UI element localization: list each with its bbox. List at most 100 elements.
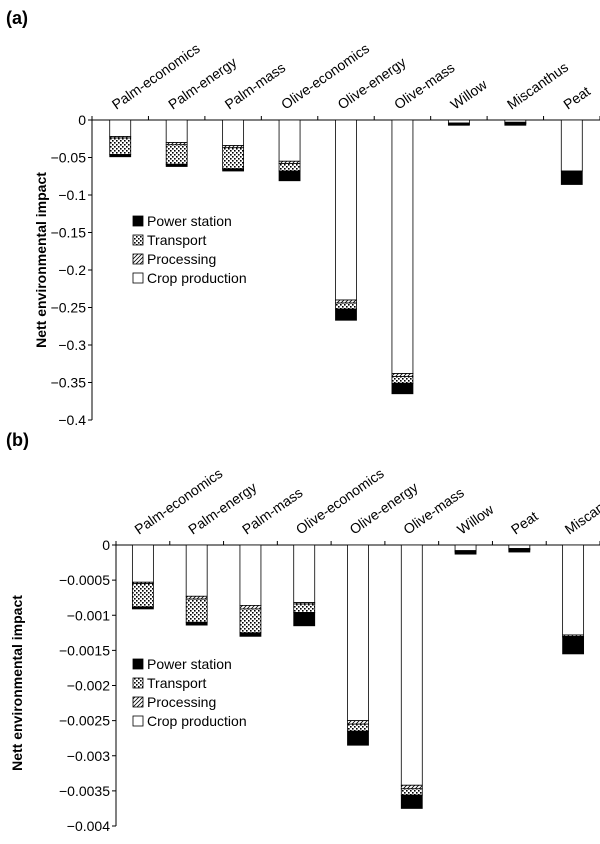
bar-segment <box>347 720 369 725</box>
legend-label: Processing <box>147 251 216 267</box>
bar-segment <box>447 124 470 126</box>
bar-segment <box>293 603 316 613</box>
bar-segment <box>165 163 188 167</box>
bar-segment <box>293 544 316 604</box>
bar-segment <box>131 583 154 608</box>
y-tick-label: −0.004 <box>67 818 110 834</box>
legend-label: Power station <box>147 213 232 229</box>
y-tick-label: −0.05 <box>51 150 87 166</box>
bar-segment <box>447 119 470 124</box>
bar-segment <box>504 123 527 126</box>
y-tick-label: −0.2 <box>58 262 86 278</box>
legend-a: Power station Transport Processing Crop pro… <box>132 213 247 286</box>
panel-label-a: (a) <box>6 8 28 28</box>
y-tick-label: 0 <box>78 112 86 128</box>
y-tick-label: −0.25 <box>51 300 87 316</box>
bar-segment <box>562 544 585 636</box>
bar-segment <box>222 147 245 170</box>
legend-swatch <box>132 658 144 670</box>
axes-a: 0−0.05−0.1−0.15−0.2−0.25−0.3−0.35−0.4Pal… <box>51 40 600 428</box>
bar-segment <box>278 163 301 172</box>
x-tick-label: Palm-economics <box>131 465 225 537</box>
bar-segment <box>131 544 154 583</box>
bar-segment <box>391 119 414 374</box>
x-tick-label: Olive-economics <box>293 465 387 537</box>
bar-segment <box>109 119 132 137</box>
y-tick-label: −0.0015 <box>59 642 110 658</box>
bar-segment <box>293 612 316 627</box>
bar-segment <box>508 549 531 553</box>
bar-segment <box>560 119 583 172</box>
y-tick-label: −0.0025 <box>59 713 110 729</box>
y-tick-label: −0.15 <box>51 225 87 241</box>
bar-segment <box>185 621 208 626</box>
y-tick-label: −0.0035 <box>59 783 110 799</box>
legend-swatch <box>132 715 144 727</box>
bar-segment <box>347 723 369 732</box>
bar-segment <box>222 119 245 146</box>
x-tick-label: Peat <box>508 508 541 538</box>
bar-segment <box>131 606 154 610</box>
legend-swatch <box>132 215 144 227</box>
bar-segment <box>109 137 132 155</box>
bar-segment <box>335 299 357 304</box>
bar-segment <box>400 794 423 809</box>
bar-segment <box>391 382 414 395</box>
legend-label: Crop production <box>147 270 247 286</box>
legend-swatch <box>132 272 144 284</box>
bar-segment <box>335 308 357 321</box>
bar-segment <box>278 170 301 182</box>
bar-segment <box>239 608 262 634</box>
bar-segment <box>165 144 188 165</box>
legend-label: Crop production <box>147 713 247 729</box>
legend-label: Transport <box>147 675 207 691</box>
legend-label: Transport <box>147 232 207 248</box>
legend-b: Power station Transport Processing Crop pro… <box>132 656 247 729</box>
bar-segment <box>165 119 188 143</box>
bar-segment <box>347 730 369 746</box>
bar-segment <box>347 544 369 722</box>
y-tick-label: −0.0005 <box>59 572 110 588</box>
bar-segment <box>400 544 423 786</box>
bars-b <box>131 544 585 809</box>
legend-swatch <box>132 696 144 708</box>
bar-segment <box>335 302 357 310</box>
y-axis-label-b: Nett environmental impact <box>9 595 25 771</box>
y-tick-label: −0.4 <box>58 412 86 428</box>
bar-segment <box>185 544 208 597</box>
bar-segment <box>109 154 132 158</box>
y-tick-label: −0.003 <box>67 748 110 764</box>
y-tick-label: −0.3 <box>58 337 86 353</box>
x-tick-label: Peat <box>560 83 593 113</box>
bar-segment <box>278 119 301 162</box>
bar-segment <box>239 605 262 610</box>
y-tick-label: −0.1 <box>58 187 86 203</box>
bar-segment <box>560 170 583 185</box>
bar-segment <box>400 784 423 790</box>
bar-segment <box>391 373 414 377</box>
y-tick-label: −0.001 <box>67 607 110 623</box>
legend-label: Power station <box>147 656 232 672</box>
legend-swatch <box>132 677 144 689</box>
bars-a <box>109 119 583 395</box>
legend-label: Processing <box>147 694 216 710</box>
y-tick-label: −0.35 <box>51 375 87 391</box>
bar-segment <box>454 544 477 552</box>
panel-a: (a) Nett environmental impact 0 −0.05 −0.1… <box>6 8 600 428</box>
y-tick-label: −0.002 <box>67 678 110 694</box>
bar-segment <box>222 168 245 172</box>
bar-segment <box>185 595 208 600</box>
legend-swatch <box>132 253 144 265</box>
x-tick-label: Miscanthus <box>504 59 571 113</box>
bar-segment <box>239 632 262 637</box>
bar-segment <box>562 636 585 655</box>
legend-swatch <box>132 234 144 246</box>
x-tick-label: Willow <box>447 76 490 113</box>
y-tick-label: 0 <box>102 537 110 553</box>
panel-b: (b) Nett environmental impact 0 −0.0005 −0… <box>6 430 600 834</box>
bar-segment <box>335 119 357 301</box>
bar-segment <box>391 376 414 384</box>
bar-segment <box>508 544 531 549</box>
bar-segment <box>239 544 262 606</box>
